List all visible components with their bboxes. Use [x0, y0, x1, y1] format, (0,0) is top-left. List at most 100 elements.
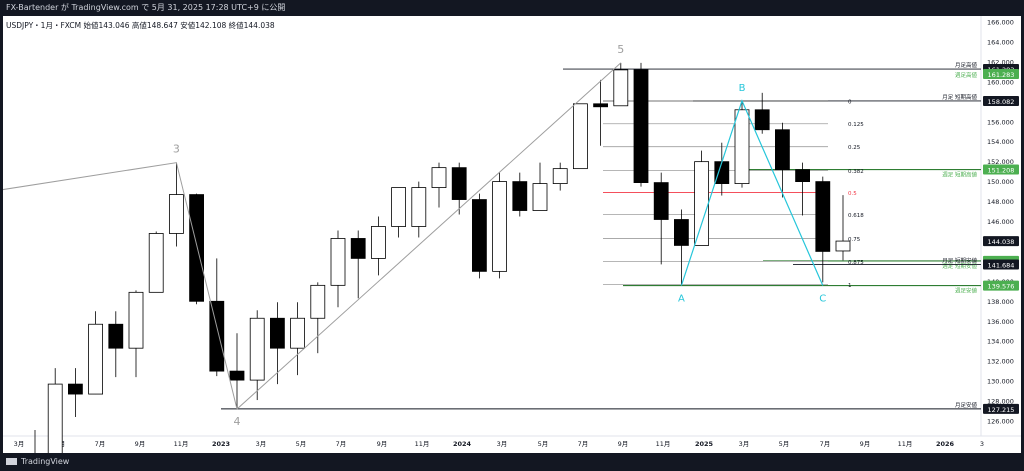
fib-level-label: 0.618 [848, 213, 864, 219]
key-level-tag [983, 95, 1019, 106]
fib-level-label: 0.5 [848, 191, 857, 197]
y-tick-label: 166.000 [987, 19, 1014, 27]
chart-canvas[interactable]: 166.000164.000162.000160.000158.000156.0… [0, 16, 1021, 471]
fib-level-label: 0.382 [848, 169, 864, 175]
key-level-tag [983, 280, 1019, 291]
key-level-label: 週足 短期高値 [942, 171, 977, 179]
y-tick-label: 136.000 [987, 318, 1014, 326]
x-tick-label: 2023 [212, 440, 230, 448]
candle-body [370, 226, 386, 259]
candle-body [573, 103, 588, 170]
candle-body [471, 199, 487, 272]
key-level-label: 週足 短期安値 [942, 262, 977, 270]
y-tick-label: 132.000 [987, 358, 1014, 366]
candle-body [492, 181, 508, 272]
candle-body [168, 194, 184, 234]
y-tick-label: 152.000 [987, 158, 1014, 166]
key-level-tag [983, 164, 1019, 175]
wave-label: 5 [617, 43, 624, 56]
candle-body [148, 233, 164, 293]
x-tick-label: 9月 [618, 440, 629, 448]
key-level-tag-text: 139.576 [988, 283, 1015, 291]
candle-body [775, 129, 790, 171]
price-scale-panel [981, 16, 1021, 436]
candle-body [714, 161, 730, 184]
candle-body [512, 181, 528, 211]
candle-body [229, 370, 245, 381]
candle-body [108, 323, 124, 349]
key-level-tag-text: 141.684 [988, 262, 1015, 270]
fib-level-label: 1 [848, 283, 852, 289]
x-tick-label: 2025 [695, 440, 714, 448]
candle-body [734, 109, 750, 184]
candle-body [249, 317, 265, 381]
abc-label: C [819, 294, 826, 305]
x-tick-label: 2026 [936, 440, 955, 448]
x-tick-label: 11月 [656, 440, 671, 448]
abc-pattern-line [680, 99, 824, 286]
chart-area[interactable]: 166.000164.000162.000160.000158.000156.0… [0, 16, 1021, 471]
x-tick-label: 9月 [860, 440, 871, 448]
candle-body [128, 291, 144, 349]
candle-body [633, 69, 649, 183]
fib-level-label: 0.875 [848, 260, 864, 266]
candle-body [754, 109, 770, 131]
x-tick-label: 11月 [898, 440, 913, 448]
x-tick-label: 11月 [415, 440, 430, 448]
candle-body [835, 240, 851, 252]
y-tick-label: 150.000 [987, 178, 1014, 186]
abc-label: B [739, 83, 746, 94]
key-level-tag-text: 127.215 [988, 406, 1015, 414]
x-tick-label: 7月 [336, 440, 347, 448]
tradingview-logo-text: TradingView [21, 457, 70, 466]
key-level-label: 週足高値 [955, 71, 978, 79]
key-level-tag [983, 403, 1019, 414]
y-tick-label: 128.000 [987, 398, 1014, 406]
y-tick-label: 148.000 [987, 198, 1014, 206]
key-level-tag [983, 69, 1019, 80]
candle-body [795, 169, 810, 183]
x-tick-label: 5月 [296, 440, 307, 448]
y-tick-label: 126.000 [987, 418, 1014, 426]
candle-body [269, 317, 285, 349]
key-level-tag-text: 158.082 [988, 98, 1015, 106]
wave-trendline [0, 62, 622, 410]
key-level-label: 週足安値 [955, 287, 978, 295]
key-level-tag [983, 259, 1019, 270]
y-tick-label: 146.000 [987, 218, 1014, 226]
x-tick-label: 3月 [14, 440, 25, 448]
y-tick-label: 154.000 [987, 138, 1014, 146]
candle-body [653, 182, 669, 220]
x-tick-label: 7月 [95, 440, 106, 448]
fib-level-label: 0 [848, 100, 852, 106]
candle-body [694, 161, 709, 246]
x-tick-label: 3 [980, 440, 984, 448]
y-tick-label: 164.000 [987, 38, 1014, 46]
candle-body [674, 219, 689, 246]
x-tick-label: 7月 [820, 440, 831, 448]
wave-label: 3 [173, 143, 180, 156]
publish-info-bar: FX-Bartender が TradingView.com で 5月 31, … [6, 3, 286, 12]
candle-body [593, 103, 608, 108]
candle-body [613, 69, 629, 107]
y-tick-label: 162.000 [987, 58, 1014, 66]
x-tick-label: 7月 [578, 440, 589, 448]
x-tick-label: 3月 [497, 440, 508, 448]
candle-body [552, 168, 568, 184]
y-tick-label: 156.000 [987, 118, 1014, 126]
abc-label: A [678, 294, 685, 305]
candle-body [290, 317, 306, 349]
candle-body [532, 183, 548, 211]
key-level-label: 月足 短期安値 [942, 257, 977, 265]
candle-body [330, 238, 346, 286]
key-level-tag-text: 151.208 [988, 167, 1015, 175]
candle-body [88, 323, 103, 395]
candle-body [411, 187, 427, 227]
y-tick-label: 160.000 [987, 78, 1014, 86]
x-tick-label: 9月 [377, 440, 388, 448]
x-tick-label: 2024 [453, 440, 472, 448]
candle-body [68, 383, 83, 395]
fib-level-label: 0.75 [848, 237, 861, 243]
candle-body [431, 167, 447, 188]
